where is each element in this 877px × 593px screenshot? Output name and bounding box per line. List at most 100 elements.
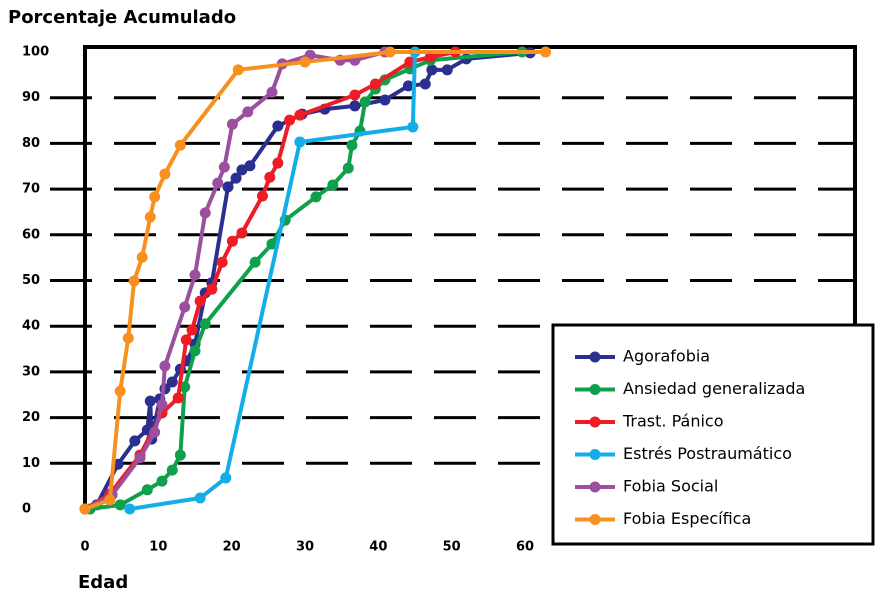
data-point [540,46,552,58]
data-point [407,121,419,133]
series-line [84,50,546,511]
data-point [272,157,284,169]
plot-frame [83,45,857,509]
legend-marker [589,481,601,493]
legend-box [551,323,875,546]
data-point [136,251,148,263]
data-point [159,360,171,372]
data-point [199,318,211,330]
data-point [141,484,153,496]
y-tick-label: 60 [22,227,40,242]
legend-label: Fobia Social [623,477,718,496]
y-tick-label: 20 [22,410,40,425]
data-point [144,395,156,407]
data-point [172,392,184,404]
data-point [212,177,224,189]
data-point [426,64,438,76]
data-point [186,324,198,336]
y-tick-label: 30 [22,364,40,379]
data-point [232,64,244,76]
x-tick-label: 40 [369,540,387,555]
data-point [189,345,201,357]
x-tick-label: 10 [149,540,167,555]
data-point [402,80,414,92]
y-tick-label: 0 [22,502,31,517]
y-tick-label: 50 [22,273,40,288]
data-point [79,503,91,515]
x-tick-label: 50 [443,540,461,555]
data-point [272,120,284,132]
y-tick-label: 10 [22,456,40,471]
x-axis-label: Edad [78,572,128,593]
legend-marker [589,449,601,460]
legend-marker [589,384,601,395]
y-tick-label: 100 [22,45,49,60]
legend-label: Estrés Postraumático [623,444,792,463]
legend-label: Ansiedad generalizada [623,379,805,398]
data-point [128,275,140,287]
data-point [266,86,278,98]
chart-title: Porcentaje Acumulado [8,7,236,28]
data-point [179,301,191,313]
data-point [180,334,192,346]
data-point [242,106,254,118]
x-tick-label: 60 [516,540,534,555]
data-point [174,139,186,151]
data-point [404,56,416,68]
data-point [226,118,238,130]
legend-label: Trast. Pánico [622,412,724,431]
series-line [129,51,417,511]
data-point [206,283,218,295]
data-point [166,376,178,388]
y-tick-label: 80 [22,136,40,151]
data-point [166,464,178,476]
data-point [218,161,230,173]
data-point [230,172,242,184]
data-point [104,494,116,506]
data-point [327,179,339,191]
data-point [384,46,396,58]
legend-label: Fobia Específica [623,509,751,528]
data-point [236,227,248,239]
x-tick-label: 20 [223,540,241,555]
data-point [220,472,232,484]
data-point [369,78,381,90]
data-point [264,171,276,183]
data-point [114,499,126,511]
data-point [284,114,296,126]
data-point [174,449,186,461]
data-point [244,160,256,172]
data-point [441,64,453,76]
data-point [379,94,391,106]
legend-label: Agorafobia [623,347,710,366]
data-point [294,136,306,148]
data-point [346,139,358,151]
data-point [342,162,354,174]
data-point [124,503,136,515]
data-point [216,256,228,268]
data-point [222,181,234,193]
data-point [349,100,361,112]
data-point [194,492,206,504]
data-point [156,399,168,411]
data-point [159,168,171,180]
y-tick-label: 90 [22,90,40,105]
data-point [424,51,436,63]
data-point [299,56,311,68]
data-point [349,89,361,101]
data-point [419,78,431,90]
legend-marker [589,514,601,525]
data-point [256,190,268,202]
data-point [149,426,161,438]
data-point [129,435,141,447]
legend-marker [589,351,601,363]
data-point [189,269,201,281]
data-point [122,332,134,344]
x-tick-label: 0 [80,540,89,555]
x-tick-label: 30 [296,540,314,555]
y-tick-label: 70 [22,182,40,197]
data-point [134,452,146,464]
data-point [310,191,322,203]
series-line [94,50,531,506]
